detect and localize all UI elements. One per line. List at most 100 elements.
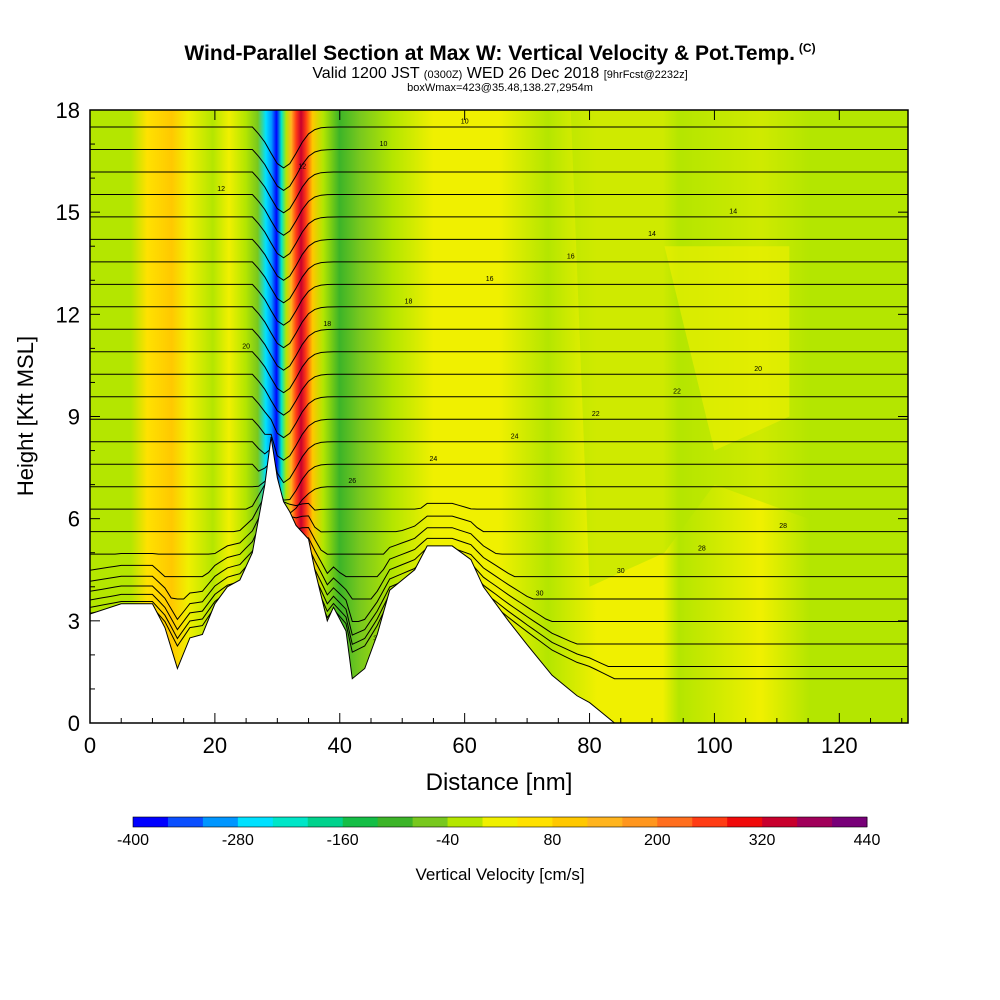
theta-contour-line (90, 418, 908, 461)
theta-contour-label: 18 (405, 298, 413, 305)
colorbar-swatch (482, 817, 518, 827)
colorbar-swatch (622, 817, 658, 827)
colorbar-swatch (797, 817, 833, 827)
colorbar: -400 -280 -160 -40 80 200 320 440 (117, 816, 881, 849)
theta-contour-line (90, 194, 908, 236)
theta-contour-label: 30 (617, 568, 625, 575)
theta-contour-line (90, 216, 908, 259)
x-tick-label: 60 (452, 733, 476, 758)
theta-contour-label: 18 (323, 321, 331, 328)
theta-contour-label: 10 (380, 141, 388, 148)
theta-contour-line (90, 171, 908, 214)
colorbar-label: Vertical Velocity [cm/s] (415, 865, 584, 884)
terrain-mask (90, 436, 616, 723)
theta-contour-line (90, 496, 908, 578)
theta-contour-line (90, 488, 908, 555)
colorbar-swatch (727, 817, 763, 827)
y-tick-label: 12 (56, 302, 80, 327)
colorbar-tick-label: -400 (117, 832, 149, 849)
colorbar-swatch (237, 817, 274, 827)
y-axis-label: Height [Kft MSL] (13, 336, 38, 496)
colorbar-swatch (307, 817, 344, 827)
theta-contour-line (90, 396, 908, 439)
x-tick-label: 20 (203, 733, 227, 758)
x-tick-label: 0 (84, 733, 96, 758)
colorbar-swatch (272, 817, 309, 827)
chart-title-block: Wind-Parallel Section at Max W: Vertical… (0, 36, 1000, 94)
colorbar-swatch (133, 817, 169, 827)
axes: 0 20 40 60 80 100 120 0 3 6 9 12 15 18 (56, 98, 908, 758)
theta-contour-line (90, 473, 908, 515)
theta-contour-line (90, 373, 908, 416)
y-tick-label: 6 (68, 507, 80, 532)
theta-contour-label: 28 (698, 546, 706, 553)
valid-prefix: Valid 1200 JST (312, 65, 420, 82)
y-tick-label: 9 (68, 405, 80, 430)
theta-contour-line (90, 306, 908, 349)
theta-contour-line (90, 126, 908, 169)
colorbar-swatch (517, 817, 553, 827)
x-axis-label: Distance [nm] (426, 769, 573, 796)
theta-contour-line (90, 512, 908, 645)
y-tick-label: 3 (68, 609, 80, 634)
theta-contour-line (90, 328, 908, 371)
x-tick-label: 40 (328, 733, 352, 758)
theta-contour-label: 22 (673, 388, 681, 395)
theta-contour-label: 12 (217, 186, 225, 193)
theta-contour-line (90, 508, 908, 622)
theta-contour-line (90, 460, 908, 501)
theta-contour-line (90, 283, 908, 326)
colorbar-swatch (342, 817, 379, 827)
colorbar-swatch (657, 817, 693, 827)
box-info: boxWmax=423@35.48,138.27,2954m (407, 82, 593, 94)
field-overlay (570, 110, 908, 587)
y-tick-label: 15 (56, 200, 80, 225)
updraft-moderate-region (664, 246, 790, 451)
theta-contour-line (90, 238, 908, 281)
theta-contour-line (90, 478, 908, 533)
theta-contour-label: 14 (729, 209, 737, 216)
theta-contour-line (90, 468, 908, 511)
theta-contour-line (90, 149, 908, 192)
theta-contour-line (90, 351, 908, 394)
x-tick-label: 100 (696, 733, 733, 758)
colorbar-swatch (202, 817, 239, 827)
theta-contour-label: 12 (298, 164, 306, 171)
valid-time-line: Valid 1200 JST (0300Z) WED 26 Dec 2018 [… (0, 66, 1000, 83)
theta-contour-label: 20 (242, 343, 250, 350)
theta-contour-label: 14 (648, 231, 656, 238)
theta-contour-label: 24 (430, 456, 438, 463)
colorbar-swatch (412, 817, 449, 827)
theta-contour-line (90, 441, 908, 484)
theta-contour-label: 20 (754, 366, 762, 373)
colorbar-tick-label: 440 (854, 832, 881, 849)
valid-utc: (0300Z) (423, 69, 463, 81)
chart-title-text: Wind-Parallel Section at Max W: Vertical… (184, 42, 795, 65)
theta-contour-label: 22 (592, 411, 600, 418)
forecast-info: [9hrFcst@2232z] (603, 69, 688, 81)
colorbar-tick-label: 200 (644, 832, 671, 849)
plot-field: 3434323230302828262624242222202018181616… (90, 110, 908, 723)
theta-contour-label: 30 (536, 591, 544, 598)
colorbar-tick-label: -160 (327, 832, 359, 849)
theta-contour-label: 24 (511, 433, 519, 440)
colorbar-swatch (762, 817, 798, 827)
colorbar-frame (132, 816, 868, 828)
colorbar-tick-label: 80 (544, 832, 562, 849)
colorbar-swatch (587, 817, 623, 827)
x-tick-label: 120 (821, 733, 858, 758)
theta-contour-label: 16 (567, 254, 575, 261)
colorbar-swatch (447, 817, 484, 827)
chart-title: Wind-Parallel Section at Max W: Vertical… (0, 36, 1000, 66)
y-tick-label: 0 (68, 711, 80, 736)
x-tick-label: 80 (577, 733, 601, 758)
theta-contour-label: 10 (461, 119, 469, 126)
colorbar-tick-label: 320 (749, 832, 776, 849)
potential-temperature-contours: 3434323230302828262624242222202018181616… (90, 119, 908, 688)
theta-contour-label: 16 (486, 276, 494, 283)
theta-contour-line (90, 261, 908, 304)
colorbar-swatch (377, 817, 414, 827)
theta-contour-label: 26 (348, 478, 356, 485)
colorbar-swatch (692, 817, 728, 827)
